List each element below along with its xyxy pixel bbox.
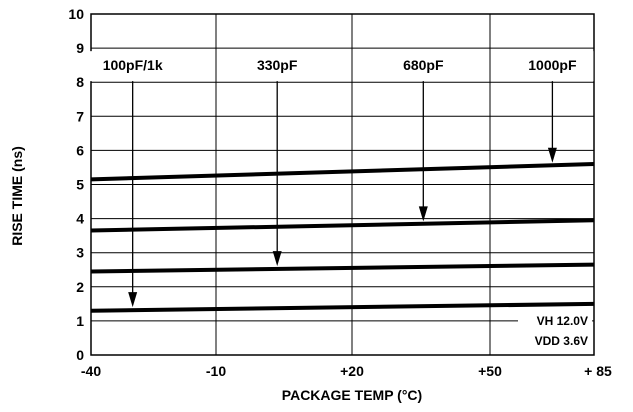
y-tick-label: 10 xyxy=(68,6,84,22)
annotation-box xyxy=(87,51,178,82)
y-tick-label: 9 xyxy=(76,40,84,56)
annotation-box xyxy=(386,51,461,82)
plot-border xyxy=(90,13,595,356)
y-tick-label: 0 xyxy=(76,347,84,363)
series-label: 680pF xyxy=(403,57,444,73)
y-tick-label: 3 xyxy=(76,245,84,261)
annotation-arrow-head xyxy=(418,206,428,222)
condition-vdd: VDD 3.6V xyxy=(535,334,588,348)
series-line xyxy=(90,301,595,313)
annotation-box xyxy=(511,51,594,82)
series-lines xyxy=(90,162,595,313)
annotations: 100pF/1k 330pF 680pF 1000pF xyxy=(87,51,594,351)
annotation-arrow-head xyxy=(128,292,138,308)
series-label: 330pF xyxy=(257,57,298,73)
y-tick-label: 4 xyxy=(76,211,84,227)
y-tick-label: 1 xyxy=(76,313,84,329)
y-tick-label: 5 xyxy=(76,177,84,193)
y-axis-title: RISE TIME (ns) xyxy=(9,146,25,246)
y-tick-label: 8 xyxy=(76,74,84,90)
y-tick-label: 2 xyxy=(76,279,84,295)
y-tick-label: 7 xyxy=(76,108,84,124)
condition-vh: VH 12.0V xyxy=(537,314,588,328)
annotation-box xyxy=(240,51,315,82)
x-tick-label: -10 xyxy=(206,363,226,379)
x-tick-label: -40 xyxy=(81,363,101,379)
condition-box xyxy=(518,311,592,351)
x-tick-label: +50 xyxy=(478,363,502,379)
x-axis-title: PACKAGE TEMP (°C) xyxy=(282,387,422,403)
series-label: 100pF/1k xyxy=(103,57,163,73)
x-tick-label: +20 xyxy=(340,363,364,379)
annotation-arrow-head xyxy=(547,147,557,163)
y-tick-label: 6 xyxy=(76,142,84,158)
series-line xyxy=(90,218,595,233)
series-line xyxy=(90,162,595,182)
annotation-arrow-head xyxy=(272,251,282,267)
series-line xyxy=(90,262,595,274)
series-label: 1000pF xyxy=(528,57,577,73)
tick-labels: 0 1 2 3 4 5 6 7 8 9 10 -40 -10 +20 +50 + 85 xyxy=(68,6,612,379)
x-tick-label: + 85 xyxy=(584,363,612,379)
